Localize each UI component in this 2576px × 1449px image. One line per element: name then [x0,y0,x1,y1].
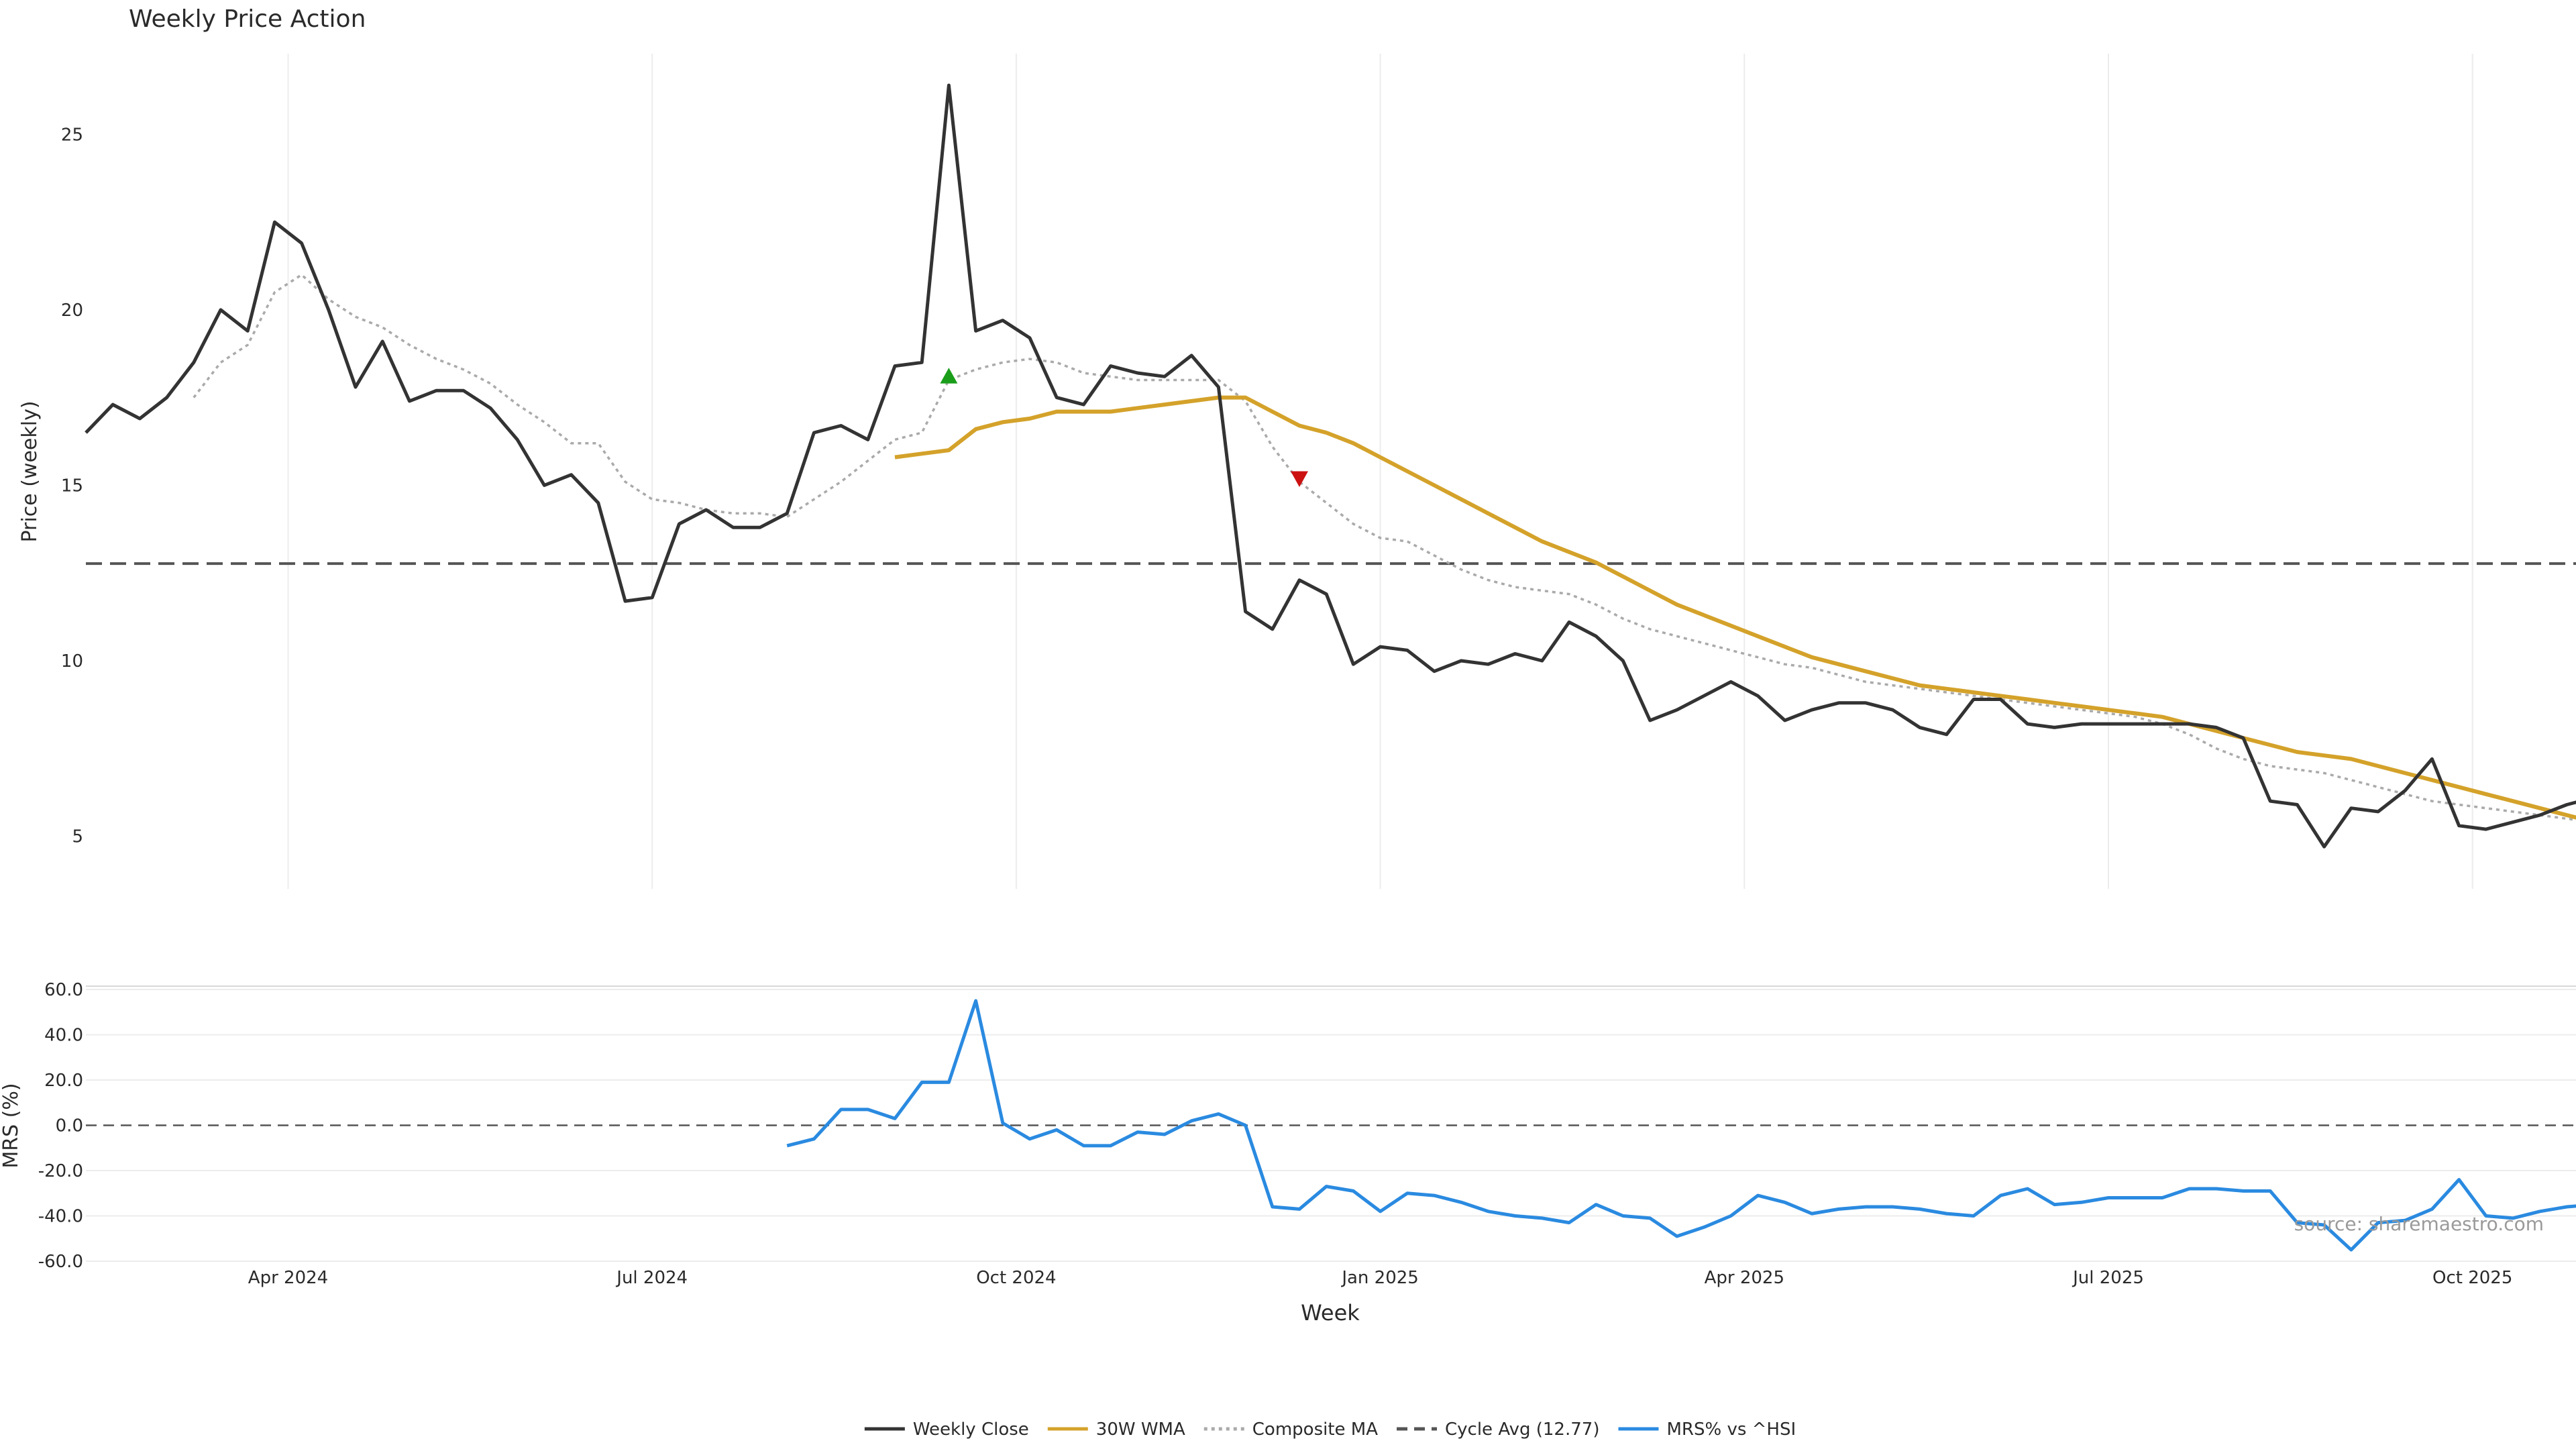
price-x-grid [287,54,2473,889]
mrs-y-ticks: 60.0 40.0 20.0 0.0 -20.0 -40.0 -60.0 [38,980,83,1272]
wma-30w-line [894,395,2576,820]
x-tick-label: Jul 2025 [2072,1268,2144,1288]
x-tick-label: Jul 2024 [615,1268,688,1288]
price-panel: 5 10 15 20 25 Price (weekly) [18,54,2576,889]
chart-title: Weekly Price Action [129,5,366,33]
mrs-panel: 60.0 40.0 20.0 0.0 -20.0 -40.0 -60.0 MRS (%) s… [0,980,2576,1272]
sell-signal-marker [1291,471,1308,487]
legend-entry: Weekly Close [864,1419,1029,1440]
legend: Weekly Close 30W WMA Composite MA Cycle Avg… [864,1419,1796,1440]
composite-ma-line [193,273,2576,821]
x-axis-label: Week [1301,1300,1360,1326]
price-y-ticks: 5 10 15 20 25 [61,125,83,847]
legend-entry: 30W WMA [1047,1419,1185,1440]
price-y-tick-label: 10 [61,651,83,672]
legend-label: MRS% vs ^HSI [1666,1419,1796,1440]
mrs-line [786,999,2576,1252]
buy-signal-marker [940,368,958,384]
legend-entry: MRS% vs ^HSI [1618,1419,1796,1440]
mrs-y-tick-label: 40.0 [44,1026,83,1046]
price-y-tick-label: 25 [61,125,83,145]
legend-label: Composite MA [1252,1419,1378,1440]
price-y-axis-label: Price (weekly) [18,400,42,542]
x-tick-label: Jan 2025 [1340,1268,1419,1288]
legend-entry: Cycle Avg (12.77) [1397,1419,1599,1440]
x-tick-label: Oct 2024 [976,1268,1056,1288]
legend-label: 30W WMA [1096,1419,1185,1440]
mrs-y-tick-label: -60.0 [38,1252,83,1272]
mrs-y-tick-label: -40.0 [38,1207,83,1227]
mrs-y-tick-label: -20.0 [38,1161,83,1181]
signal-markers [940,368,1308,487]
x-tick-label: Oct 2025 [2432,1268,2512,1288]
x-tick-label: Apr 2024 [248,1268,328,1288]
price-y-tick-label: 5 [72,827,83,847]
legend-label: Weekly Close [913,1419,1029,1440]
mrs-y-tick-label: 20.0 [44,1071,83,1091]
mrs-grid [86,989,2576,1262]
weekly-close-line [85,83,2576,849]
x-axis-ticks: Apr 2024 Jul 2024 Oct 2024 Jan 2025 Apr 2025… [248,1268,2513,1288]
mrs-y-tick-label: 0.0 [56,1116,83,1136]
legend-entry: Composite MA [1203,1419,1378,1440]
mrs-y-tick-label: 60.0 [44,980,83,1000]
x-tick-label: Apr 2025 [1705,1268,1784,1288]
watermark: source: sharemaestro.com [2294,1213,2544,1235]
legend-label: Cycle Avg (12.77) [1445,1419,1599,1440]
price-y-tick-label: 20 [61,301,83,321]
mrs-y-axis-label: MRS (%) [0,1083,23,1168]
price-y-tick-label: 15 [61,476,83,496]
